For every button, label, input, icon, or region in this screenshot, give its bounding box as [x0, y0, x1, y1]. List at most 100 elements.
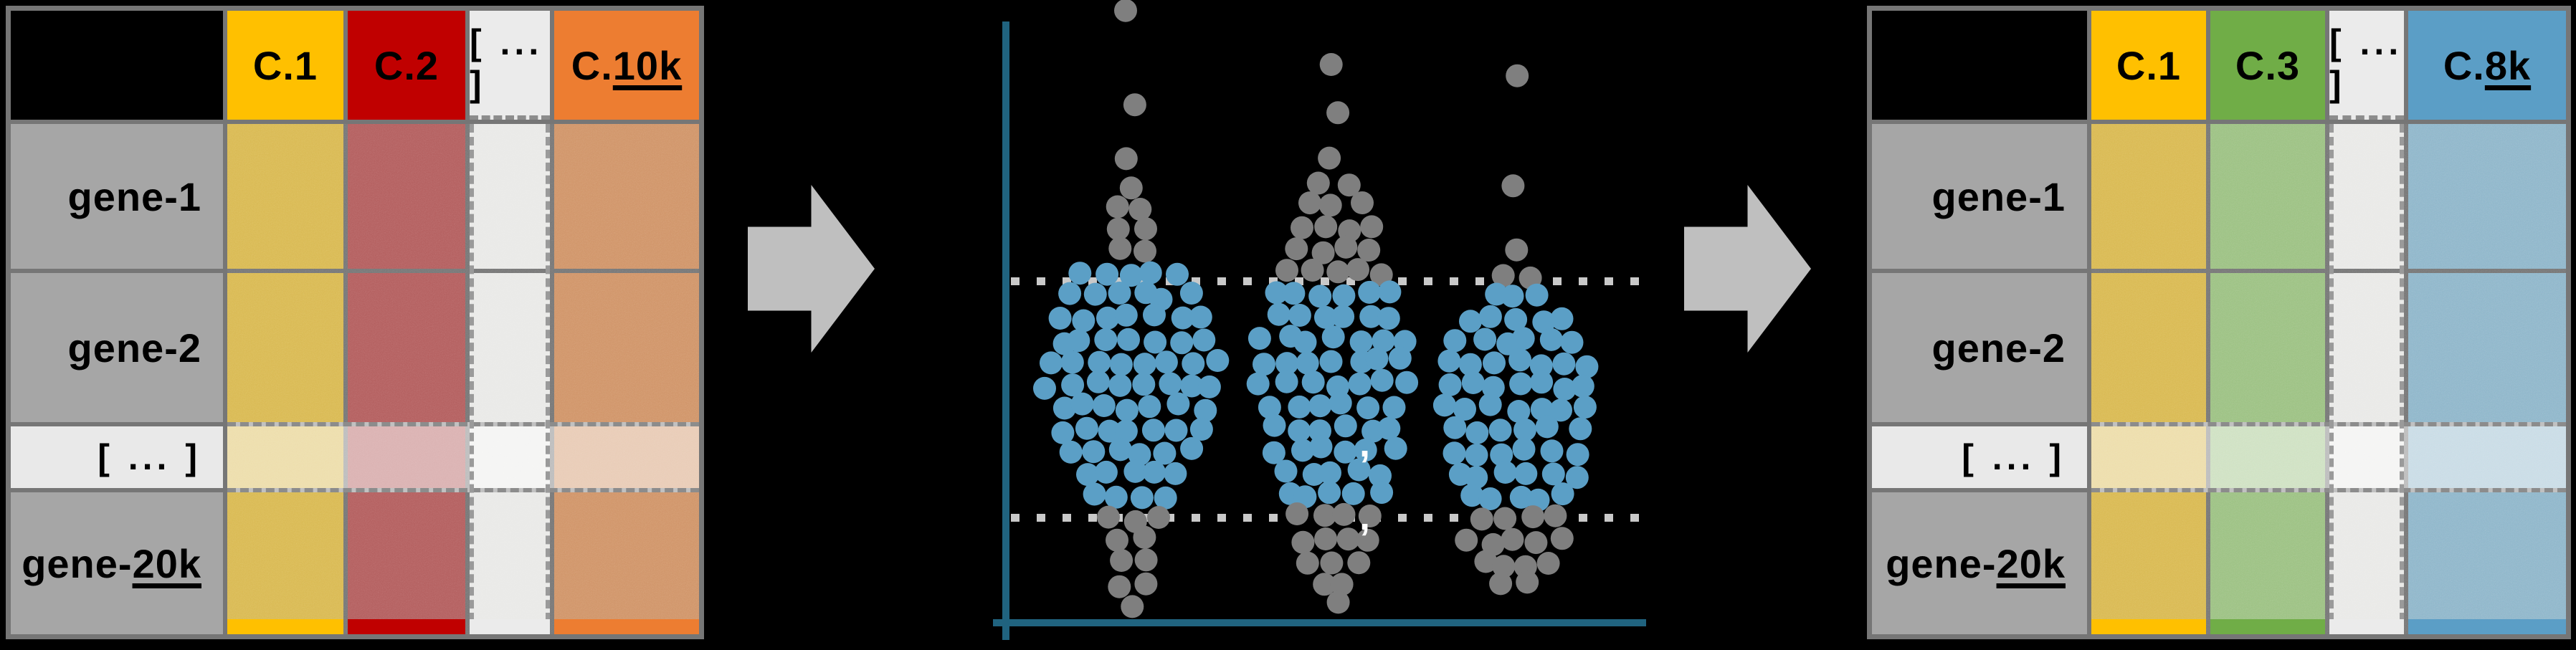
cell-data-point: [1369, 464, 1392, 487]
cell-data-point: [1560, 330, 1584, 354]
cell-data-point: [1033, 376, 1056, 400]
cell-data-point: [1059, 440, 1083, 464]
cell-data-point: [1491, 264, 1515, 287]
cell-data-point: [1320, 551, 1344, 575]
cell-data-point: [1552, 352, 1576, 376]
matrix-cell: [227, 492, 343, 634]
cell-data-point: [1258, 396, 1281, 419]
matrix-cell: [554, 273, 699, 422]
cell-data-point: [1117, 328, 1140, 351]
cell-data-point: [1314, 215, 1338, 239]
cell-data-point: [1553, 378, 1577, 401]
cell-data-point: [1508, 348, 1532, 372]
cell-data-point: [1149, 287, 1173, 311]
cell-data-point: [1438, 373, 1462, 396]
cell-data-point: [1530, 371, 1554, 394]
matrix-cell: [227, 273, 343, 422]
cell-data-point: [1275, 370, 1298, 393]
beeswarm-dots: [1033, 0, 1599, 618]
cell-data-point: [1334, 235, 1358, 259]
matrix-cell: [554, 124, 699, 269]
cell-data-point: [1321, 325, 1345, 349]
expression-matrix-raw: C.1 C.2[ ... ] C. 10k gene-1 gene-2[ ... ] gen…: [6, 6, 704, 639]
cell-data-point: [1516, 570, 1539, 594]
cell-data-point: [1144, 330, 1167, 354]
cell-data-point: [1189, 305, 1212, 329]
cell-data-point: [1296, 551, 1319, 575]
cell-data-point: [1509, 485, 1533, 509]
cell-data-point: [1301, 259, 1324, 282]
cell-data-point: [1285, 237, 1308, 261]
x-axis: [993, 619, 1646, 626]
label-underlined-text: 20k: [1996, 540, 2066, 586]
cell-data-point: [1097, 505, 1120, 529]
cell-data-point: [1180, 374, 1204, 398]
cell-data-point: [1332, 502, 1356, 526]
cell-data-point: [1448, 462, 1472, 486]
cell-data-point: [1458, 353, 1482, 376]
cell-data-point: [1094, 328, 1118, 351]
cell-data-point: [1180, 436, 1204, 460]
cell-data-point: [1341, 482, 1365, 505]
cell-data-point: [1326, 591, 1350, 614]
cell-data-point: [1262, 441, 1285, 464]
cell-data-point: [1291, 216, 1313, 239]
cell-data-point: [1189, 418, 1213, 441]
row-label-gene2: gene-2: [1872, 273, 2087, 422]
cell-data-point: [1104, 485, 1128, 509]
ellipsis-column-overlay: [470, 124, 550, 634]
cell-data-point: [1378, 280, 1402, 304]
cell-data-point: [1334, 440, 1357, 464]
row-label-gene1: gene-1: [11, 124, 223, 269]
cell-data-point: [1115, 398, 1139, 422]
cell-data-point: [1179, 282, 1203, 305]
row-label-gene1: gene-1: [1872, 124, 2087, 269]
cell-data-point: [1459, 310, 1482, 333]
cell-data-point: [1293, 330, 1317, 354]
cell-data-point: [1470, 507, 1493, 531]
cell-data-point: [1473, 328, 1497, 351]
cell-data-point: [1052, 396, 1076, 420]
cell-data-point: [1141, 419, 1165, 442]
cell-data-point: [1493, 507, 1517, 530]
cell-data-point: [1541, 462, 1565, 486]
cell-data-point: [1483, 351, 1506, 375]
cell-data-point: [1481, 532, 1505, 556]
cell-data-point: [1108, 438, 1132, 462]
cell-data-point: [1075, 416, 1098, 440]
cell-data-point: [1114, 0, 1137, 22]
cell-data-point: [1308, 285, 1332, 308]
cell-data-point: [1051, 421, 1075, 444]
cell-data-point: [1382, 396, 1406, 419]
cell-data-point: [1346, 258, 1369, 282]
cell-data-point: [1360, 215, 1384, 239]
cell-data-point: [1128, 198, 1152, 221]
cell-data-point: [1052, 332, 1076, 355]
cell-data-point: [1076, 463, 1099, 487]
cell-data-point: [1488, 419, 1512, 442]
column-header-c2: C.2: [348, 11, 465, 120]
cell-data-point: [1330, 573, 1354, 596]
cell-data-point: [1088, 350, 1111, 374]
matrix-cell: [554, 492, 699, 634]
cell-data-point: [1288, 419, 1311, 443]
cell-data-point: [1133, 239, 1156, 263]
cell-data-point: [1513, 555, 1537, 578]
matrix-cell: [2408, 492, 2566, 634]
cell-data-point: [1291, 439, 1314, 462]
cell-data-point: [1338, 219, 1361, 243]
cell-data-point: [1377, 307, 1400, 330]
cell-data-point: [1358, 280, 1382, 304]
matrix-cell: [2091, 492, 2206, 634]
flow-arrow-icon: [748, 185, 875, 353]
cell-data-point: [1443, 416, 1467, 439]
cell-data-point: [1068, 262, 1092, 285]
cell-data-point: [1453, 398, 1476, 421]
cell-data-point: [1206, 349, 1230, 372]
cell-data-point: [1357, 239, 1381, 262]
cell-data-point: [1083, 282, 1107, 306]
cell-data-point: [1365, 347, 1389, 371]
column-color-strip: [2408, 619, 2566, 634]
qc-upper-threshold-line: [1011, 277, 1642, 285]
column-color-strip: [470, 619, 550, 634]
